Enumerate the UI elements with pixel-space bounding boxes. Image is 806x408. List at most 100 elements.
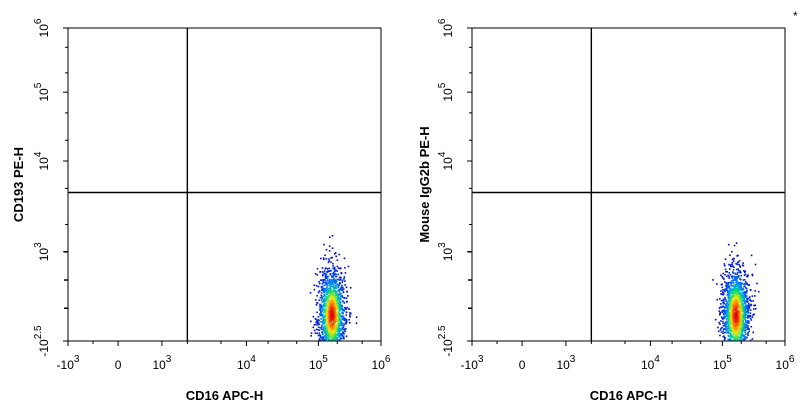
event-dot bbox=[339, 292, 341, 294]
event-dot bbox=[317, 329, 320, 331]
event-dot bbox=[743, 324, 745, 327]
event-dot bbox=[336, 310, 338, 312]
event-dot bbox=[336, 314, 338, 316]
event-dot bbox=[729, 337, 732, 340]
event-dots bbox=[309, 235, 358, 342]
event-dot bbox=[731, 312, 734, 315]
event-dot bbox=[346, 300, 348, 303]
event-dot bbox=[722, 294, 725, 296]
event-dot bbox=[326, 318, 329, 320]
event-dot bbox=[730, 289, 732, 292]
event-dot bbox=[341, 327, 344, 330]
event-dot bbox=[322, 301, 324, 303]
event-dot bbox=[339, 301, 342, 303]
event-dot bbox=[732, 272, 735, 274]
event-dot bbox=[318, 322, 320, 324]
event-dot bbox=[727, 332, 730, 335]
event-dot bbox=[742, 296, 745, 299]
event-dot bbox=[739, 327, 742, 329]
event-dot bbox=[725, 320, 728, 323]
event-dot bbox=[730, 311, 732, 313]
event-dot bbox=[736, 315, 738, 317]
event-dot bbox=[333, 293, 335, 296]
event-dot bbox=[330, 310, 333, 313]
event-dot bbox=[334, 333, 337, 336]
event-dot bbox=[733, 317, 735, 319]
event-dot bbox=[726, 302, 729, 304]
event-dot bbox=[740, 283, 743, 286]
event-dot bbox=[341, 300, 344, 302]
event-dot bbox=[320, 295, 323, 297]
event-dot bbox=[736, 310, 738, 313]
event-dot bbox=[724, 274, 726, 276]
event-dot bbox=[725, 303, 727, 306]
event-dot bbox=[334, 270, 336, 273]
event-dot bbox=[721, 311, 724, 313]
event-dot bbox=[332, 262, 334, 265]
event-dot bbox=[728, 291, 730, 293]
event-dot bbox=[746, 322, 748, 324]
event-dot bbox=[344, 307, 347, 309]
event-dot bbox=[330, 301, 333, 304]
event-dot bbox=[734, 308, 736, 311]
event-dot bbox=[321, 324, 323, 326]
event-dot bbox=[746, 324, 748, 326]
event-dot bbox=[731, 327, 733, 330]
event-dot bbox=[335, 337, 337, 339]
event-dot bbox=[341, 284, 343, 287]
event-dot bbox=[727, 319, 730, 322]
event-dot bbox=[315, 285, 318, 287]
event-dot bbox=[729, 334, 732, 337]
event-dot bbox=[342, 318, 344, 320]
event-dot bbox=[321, 336, 323, 339]
event-dot bbox=[340, 323, 343, 325]
event-dot bbox=[737, 313, 739, 316]
y-axis-title: Mouse IgG2b PE-H bbox=[417, 126, 432, 242]
event-dot bbox=[747, 331, 749, 334]
event-dot bbox=[336, 270, 338, 272]
event-dot bbox=[743, 318, 745, 321]
event-dot bbox=[731, 307, 733, 310]
event-dot bbox=[336, 299, 339, 302]
event-dot bbox=[732, 281, 734, 283]
event-dot bbox=[738, 274, 740, 277]
event-dot bbox=[727, 301, 729, 303]
event-dot bbox=[743, 310, 746, 313]
event-dot bbox=[740, 315, 743, 317]
event-dot bbox=[727, 323, 729, 326]
event-dot bbox=[317, 321, 319, 323]
event-dot bbox=[752, 308, 755, 310]
event-dot bbox=[733, 291, 736, 294]
event-dot bbox=[730, 297, 732, 299]
event-dot bbox=[321, 332, 324, 335]
event-dot bbox=[325, 326, 328, 328]
event-dot bbox=[750, 254, 753, 257]
event-dot bbox=[738, 306, 741, 309]
event-dot bbox=[737, 321, 739, 324]
event-dot bbox=[730, 338, 732, 341]
event-dot bbox=[327, 309, 330, 312]
event-dot bbox=[328, 308, 331, 311]
event-dot bbox=[339, 308, 342, 310]
y-tick-label: 106 bbox=[33, 18, 51, 37]
event-dot bbox=[746, 328, 749, 330]
event-dot bbox=[330, 306, 332, 308]
event-dot bbox=[336, 326, 338, 329]
event-dot bbox=[348, 308, 350, 310]
event-dot bbox=[739, 270, 742, 273]
event-dot bbox=[336, 317, 338, 319]
event-dot bbox=[330, 330, 332, 332]
event-dot bbox=[340, 272, 342, 274]
event-dot bbox=[738, 301, 740, 304]
event-dot bbox=[731, 311, 733, 313]
event-dot bbox=[318, 281, 320, 283]
event-dot bbox=[330, 283, 332, 286]
event-dot bbox=[337, 273, 340, 276]
event-dot bbox=[737, 335, 739, 338]
event-dot bbox=[327, 306, 329, 308]
event-dot bbox=[729, 294, 731, 297]
event-dot bbox=[744, 285, 746, 287]
event-dot bbox=[717, 326, 719, 329]
event-dot bbox=[749, 339, 752, 342]
event-dot bbox=[730, 326, 733, 328]
